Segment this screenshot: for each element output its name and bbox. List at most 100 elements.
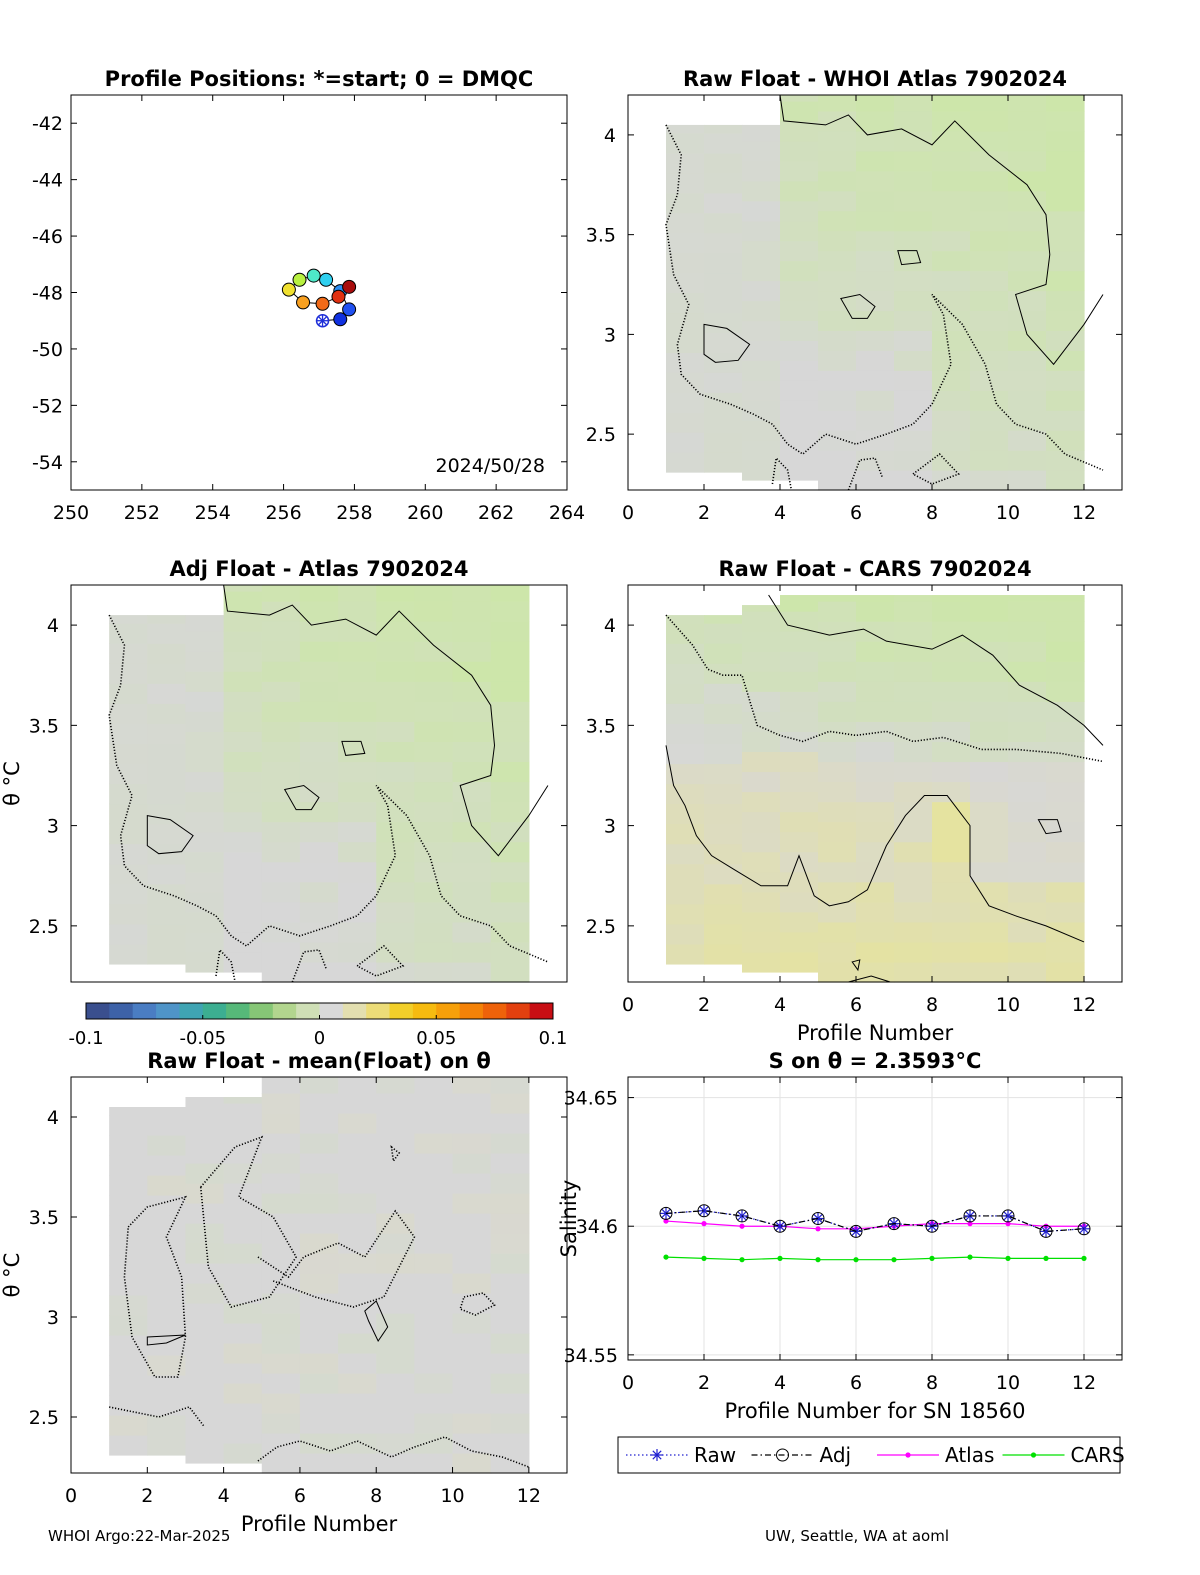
raw-whoi-cell <box>704 132 743 154</box>
raw-cars-cell <box>894 961 933 983</box>
footer-left: WHOI Argo:22-Mar-2025 <box>48 1527 231 1545</box>
raw-mean-cell <box>452 1393 492 1414</box>
raw-cars-cell <box>780 711 819 732</box>
adj-atlas-cell <box>109 723 148 744</box>
series-line-atlas <box>665 1220 1084 1230</box>
raw-cars-cell <box>970 961 1009 983</box>
profile-position-point <box>315 296 330 311</box>
raw-mean-cell <box>261 1413 301 1434</box>
adj-atlas-cell <box>452 821 492 843</box>
raw-mean-cell <box>261 1373 301 1394</box>
series-point-cars <box>891 1257 897 1263</box>
raw-whoi-cell <box>780 320 819 341</box>
raw-whoi-cell <box>818 270 857 292</box>
raw-cars-cell <box>856 781 895 803</box>
adj-atlas-cell <box>185 671 225 692</box>
raw-whoi-cell <box>932 150 971 172</box>
adj-atlas-cell <box>109 883 148 905</box>
raw-mean-cell <box>414 1293 454 1314</box>
raw-whoi-cell <box>894 130 933 152</box>
raw-mean-cell <box>299 1077 339 1094</box>
raw-mean-cell <box>490 1193 530 1214</box>
adj-atlas-cell <box>147 783 187 805</box>
adj-atlas-cell <box>109 683 148 704</box>
adj-atlas-cell <box>490 961 530 983</box>
adj-atlas-cell <box>261 681 301 702</box>
raw-cars-cell <box>932 801 971 823</box>
adj-atlas-cell <box>376 921 415 943</box>
adj-atlas-cell <box>414 621 454 642</box>
raw-cars-cell <box>742 851 781 873</box>
raw-mean-cell <box>452 1313 492 1334</box>
raw-cars-cell <box>894 641 933 662</box>
raw-mean-cell <box>338 1273 377 1294</box>
positions-axes: 250 252 254 256 258 260 262 264 -42 -44 -46 -48 -50 -… <box>32 67 585 524</box>
raw-cars-cell <box>970 761 1009 783</box>
raw-whoi-cell <box>742 320 781 341</box>
raw-cars-cell <box>818 941 857 963</box>
raw-star-stroke <box>1041 1226 1051 1236</box>
series-point-cars <box>1005 1255 1011 1261</box>
raw-cars-cell <box>1046 841 1085 863</box>
raw-cars-cell <box>1008 601 1047 622</box>
raw-mean-cell <box>452 1133 492 1154</box>
raw-whoi-cell <box>666 392 705 413</box>
raw-whoi-contour <box>847 457 884 491</box>
raw-mean-cell <box>261 1173 301 1194</box>
raw-cars-cell <box>742 931 781 953</box>
raw-whoi-cell <box>818 250 857 272</box>
raw-cars-cell <box>1046 721 1085 742</box>
raw-cars-xtick-label: 0 <box>622 994 634 1016</box>
raw-cars-cell <box>818 661 857 682</box>
raw-cars-cell <box>1046 941 1085 963</box>
raw-mean-cell <box>109 1255 148 1276</box>
adj-atlas-contour <box>146 814 194 855</box>
adj-atlas-cell <box>376 941 415 963</box>
raw-mean-cell <box>376 1433 415 1454</box>
raw-whoi-cell <box>704 252 743 274</box>
raw-cars-cell <box>818 961 857 983</box>
adj-atlas-cell <box>338 741 377 763</box>
raw-cars-cell <box>894 595 933 602</box>
positions-ytick-label: -52 <box>32 395 63 417</box>
adj-atlas-cell <box>185 691 225 712</box>
raw-cars-cell <box>894 681 933 702</box>
raw-mean-cell <box>452 1453 492 1474</box>
raw-mean-cell <box>261 1393 301 1414</box>
raw-mean-cell <box>452 1293 492 1314</box>
adj-atlas-cell <box>299 641 339 662</box>
raw-whoi-cell <box>856 430 895 451</box>
raw-cars-xtick-label: 6 <box>850 994 862 1016</box>
raw-whoi-cell <box>742 380 781 401</box>
raw-whoi-cell <box>856 350 895 371</box>
adj-atlas-cell <box>261 901 301 923</box>
raw-whoi-cell <box>932 430 971 451</box>
raw-mean-cell <box>109 1235 148 1256</box>
raw-cars-cell <box>666 883 705 905</box>
raw-cars-cell <box>666 663 705 684</box>
salinity-xlabel: Profile Number for SN 18560 <box>724 1399 1025 1423</box>
raw-cars-cell <box>704 623 743 644</box>
raw-cars-cell <box>970 861 1009 883</box>
raw-whoi-cell <box>780 100 819 122</box>
raw-whoi-cell <box>704 412 743 433</box>
raw-whoi-cell <box>704 212 743 234</box>
raw-whoi-cell <box>818 330 857 351</box>
raw-cars-cell <box>1008 661 1047 682</box>
positions-ytick-label: -50 <box>32 339 63 361</box>
adj-atlas-cell <box>452 661 492 682</box>
raw-whoi-cell <box>704 272 743 294</box>
adj-atlas-cell <box>299 761 339 783</box>
adj-atlas-cell <box>261 961 301 983</box>
raw-mean-cell <box>299 1273 339 1294</box>
adj-atlas-cell <box>109 615 148 624</box>
adj-atlas-cell <box>261 921 301 943</box>
salinity-title: S on θ = 2.3593°C <box>769 1049 982 1073</box>
raw-cars-cell <box>1008 721 1047 742</box>
raw-whoi-contour <box>771 456 793 491</box>
raw-whoi-cell <box>818 410 857 431</box>
series-point-adj <box>659 1206 673 1220</box>
raw-cars-cell <box>704 643 743 664</box>
raw-whoi-title: Raw Float - WHOI Atlas 7902024 <box>683 67 1067 91</box>
raw-mean-cell <box>185 1263 225 1284</box>
